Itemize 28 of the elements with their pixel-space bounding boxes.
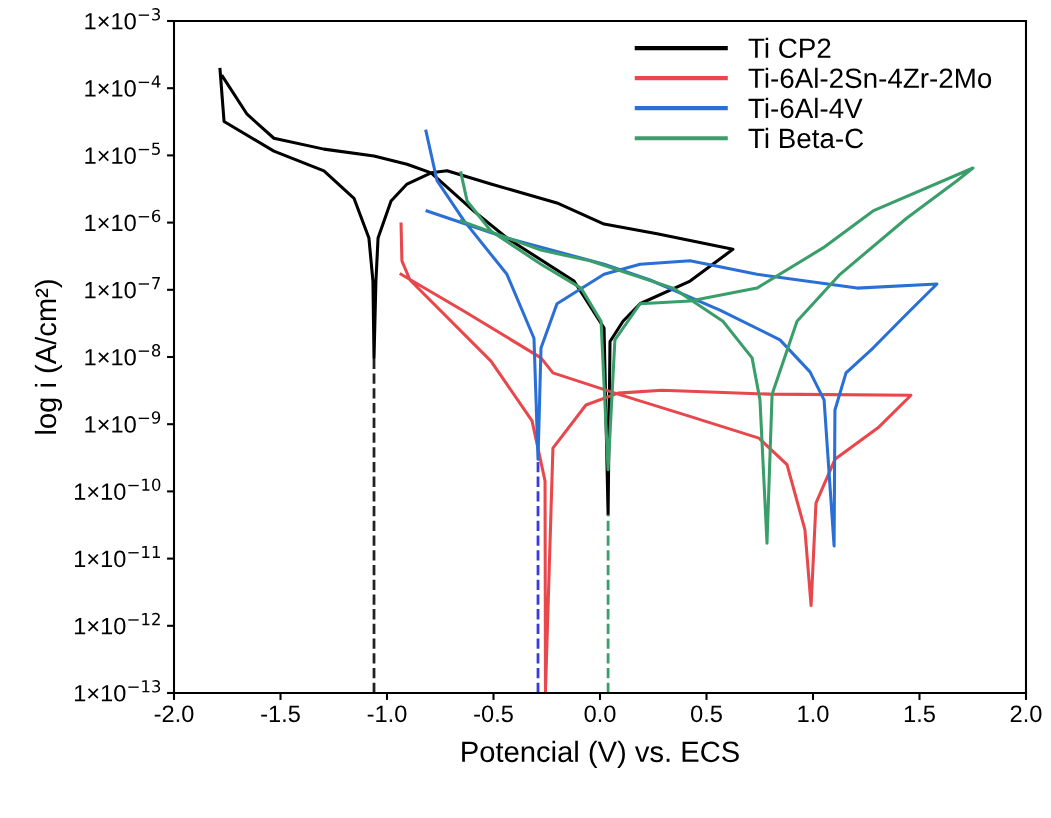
line-series [459, 166, 975, 545]
y-axis-title: log i (A/cm²) [34, 280, 63, 434]
x-tick-label: -0.5 [474, 705, 513, 723]
y-tick-label: 1×10$^{−10}$ [74, 478, 161, 501]
y-tick-label: 1×10$^{−13}$ [74, 680, 161, 702]
x-tick-label: 2.0 [1010, 705, 1042, 723]
y-tick-label: 1×10$^{−5}$ [85, 142, 160, 165]
x-axis-title: Potencial (V) vs. ECS [462, 740, 739, 768]
legend-label: Ti-6Al-4V [748, 97, 863, 119]
x-tick-label: 1.0 [798, 705, 829, 723]
x-tick-label: 1.5 [904, 705, 935, 723]
x-tick-label: 0.5 [691, 705, 722, 723]
y-tick-label: 1×10$^{−9}$ [85, 411, 161, 433]
legend-label: Ti-6Al-2Sn-4Zr-2Mo [748, 67, 992, 89]
line-series [399, 222, 913, 693]
y-tick-label: 1×10$^{−6}$ [85, 209, 161, 232]
legend-label: Ti Beta-C [748, 127, 864, 149]
y-tick-label: 1×10$^{−7}$ [85, 277, 160, 299]
y-tick-label: 1×10$^{−3}$ [85, 8, 161, 30]
y-tick-label: 1×10$^{−4}$ [85, 75, 161, 97]
x-tick-label: -1.5 [261, 705, 300, 723]
y-tick-label: 1×10$^{−8}$ [85, 344, 161, 366]
y-tick-label: 1×10$^{−11}$ [74, 545, 160, 568]
x-tick-label: -2.0 [154, 705, 194, 723]
legend-label: Ti CP2 [748, 37, 831, 59]
x-tick-label: 0.0 [584, 705, 616, 723]
y-tick-label: 1×10$^{−12}$ [74, 612, 160, 635]
x-tick-label: -1.0 [367, 705, 407, 723]
